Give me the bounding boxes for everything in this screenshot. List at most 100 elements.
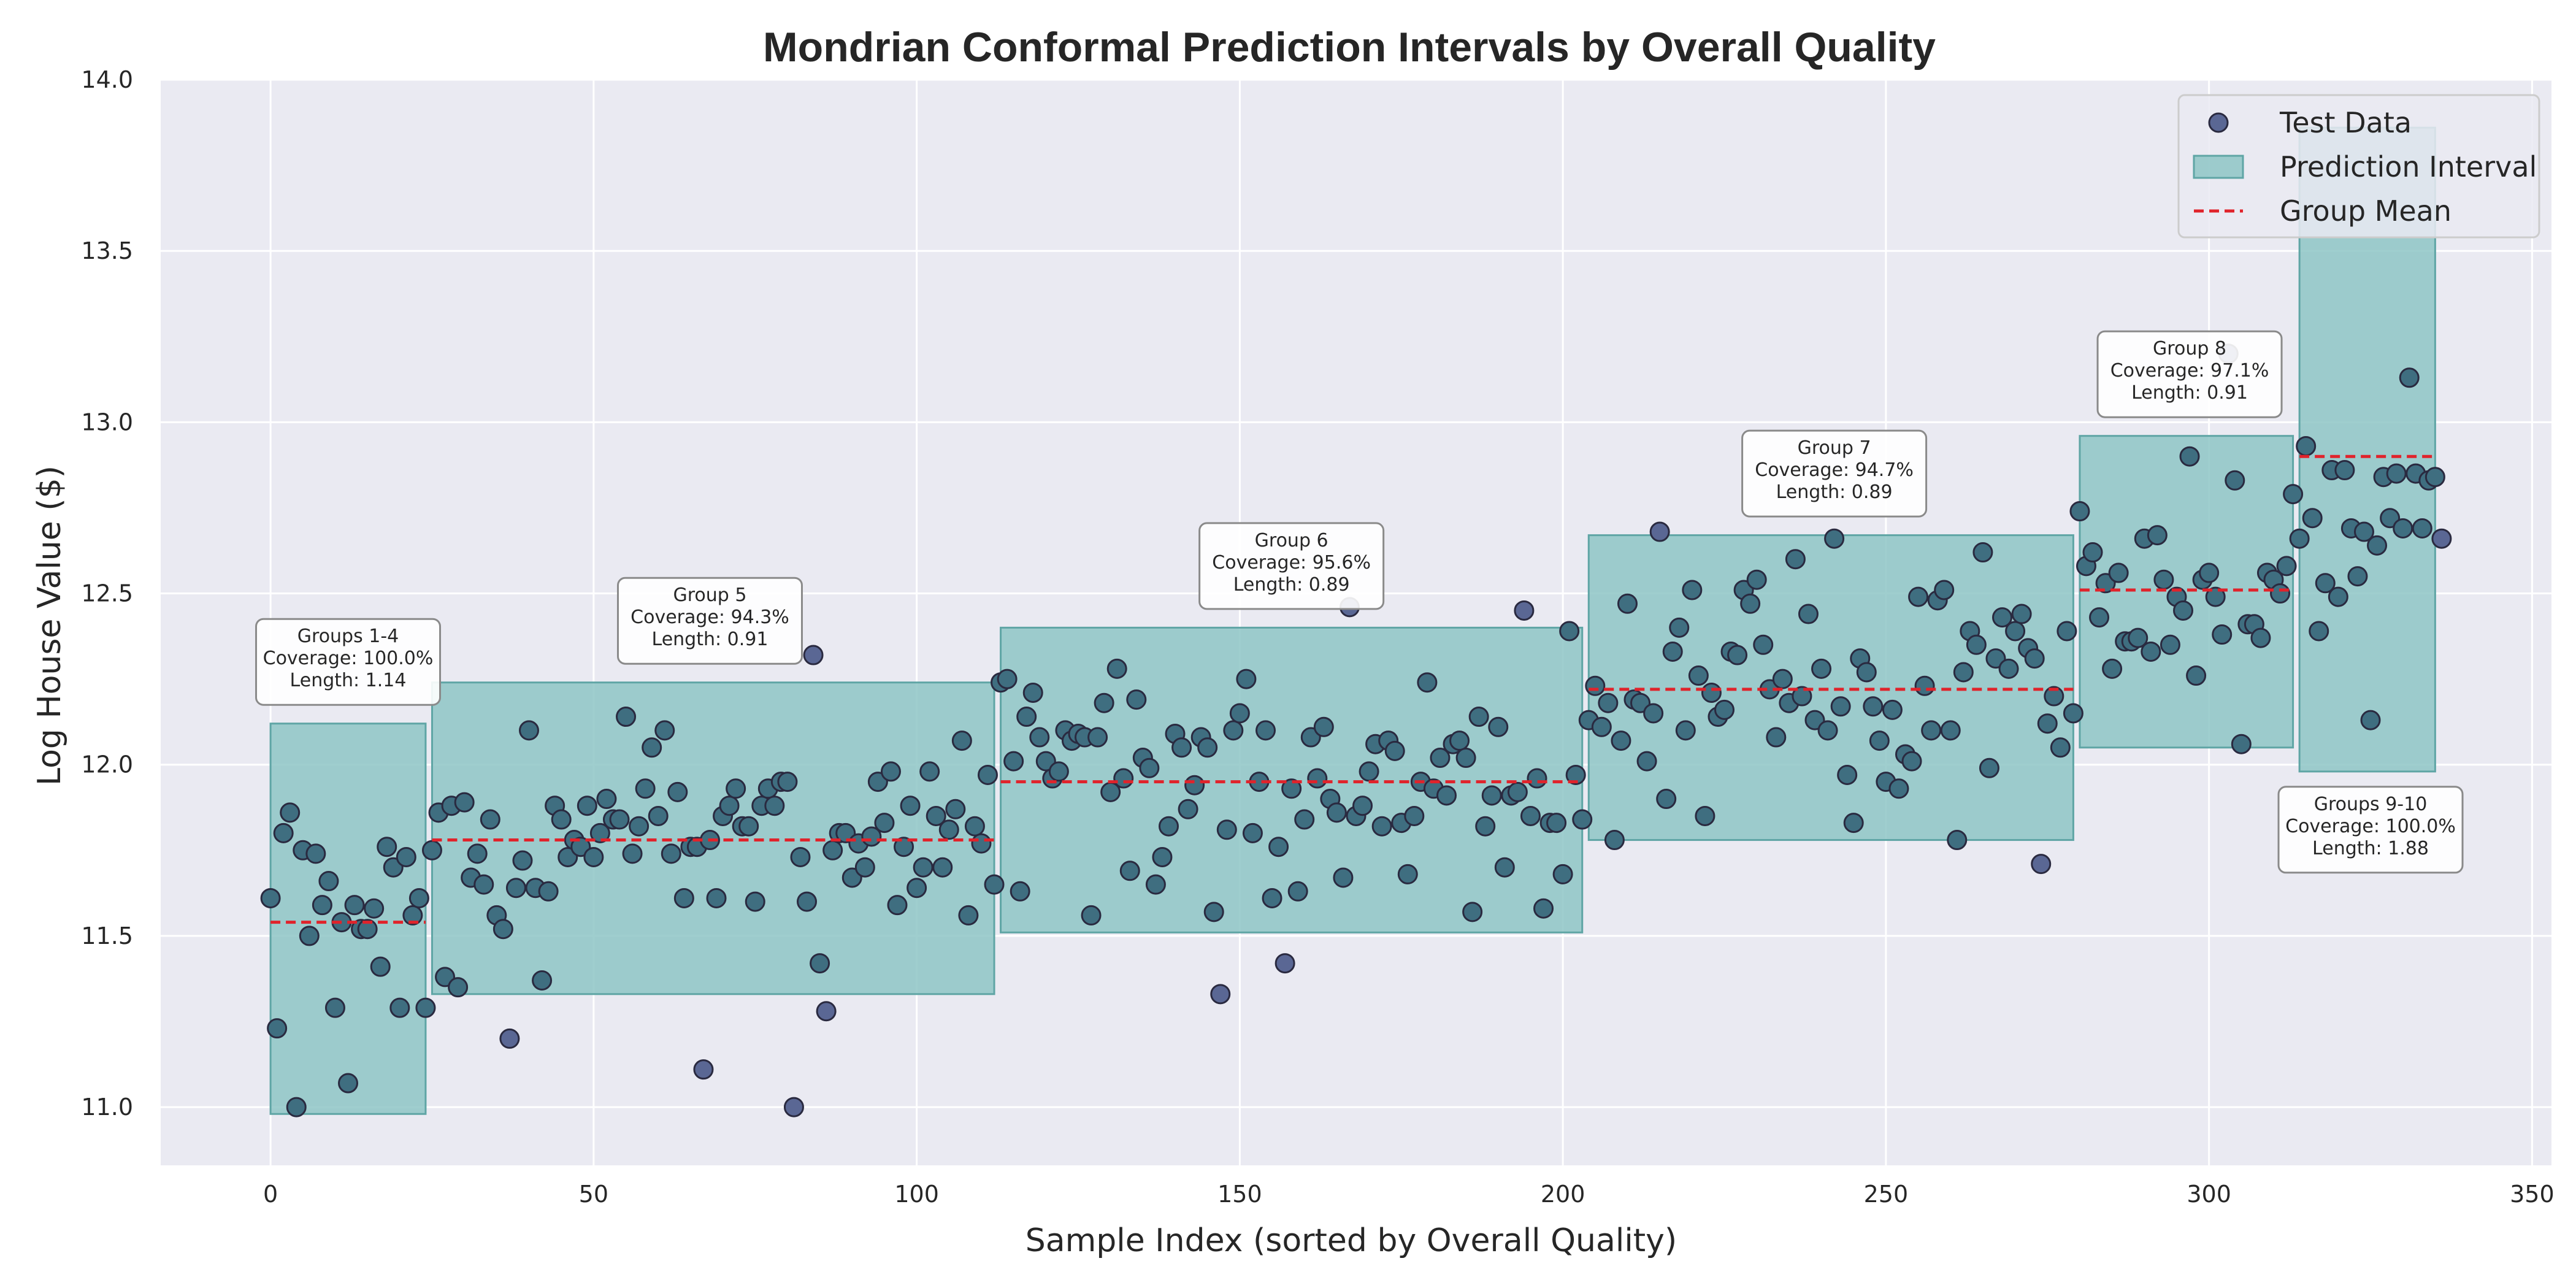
test-data-point [790,846,811,867]
annotation-line: Coverage: 100.0% [263,648,434,669]
test-data-point [926,805,946,826]
test-data-point [1242,822,1263,843]
test-data-point [1817,720,1838,741]
test-data-point [2031,854,2052,875]
test-data-point [1546,813,1567,834]
test-data-point [783,1097,804,1117]
test-data-point [583,846,604,867]
test-data-point [1216,819,1237,840]
test-data-point [1824,528,1845,549]
test-data-point [1255,720,1276,741]
test-data-point [816,1001,837,1022]
test-data-point [389,997,410,1018]
test-data-point [2425,467,2445,488]
test-data-point [810,953,830,974]
test-data-point [1307,768,1328,789]
test-data-point [1746,569,1767,590]
test-data-point [635,778,656,799]
annotation-line: Coverage: 97.1% [2110,360,2269,381]
test-data-point [997,669,1018,689]
test-data-point [1003,751,1024,772]
test-data-point [370,956,391,977]
test-data-point [1656,789,1677,810]
test-data-point [1313,716,1334,737]
y-tick-label: 12.0 [81,751,133,778]
test-data-point [2050,737,2071,758]
test-data-point [1682,580,1703,600]
test-data-point [919,761,940,782]
test-data-point [1921,720,1942,741]
annotation-line: Group 6 [1255,530,1328,551]
test-data-point [874,813,895,834]
test-data-point [1119,861,1140,881]
test-data-point [887,895,908,916]
test-data-point [1675,720,1696,741]
test-data-point [1998,658,2019,679]
test-data-point [2212,624,2233,645]
test-data-point [1792,686,1812,707]
annotation-line: Coverage: 94.7% [1755,459,1914,481]
test-data-point [1565,764,1586,785]
test-data-point [2037,713,2058,734]
annotation-line: Length: 0.89 [1233,574,1350,596]
test-data-point [1953,662,1974,683]
test-data-point [1901,751,1922,772]
test-data-point [1384,740,1405,761]
test-data-point [1397,864,1418,884]
test-data-point [280,802,301,823]
test-data-point [2360,710,2381,730]
y-tick-label: 14.0 [81,66,133,93]
test-data-point [1669,617,1690,638]
test-data-point [2347,566,2368,587]
y-axis-label: Log House Value ($) [31,466,68,786]
test-data-point [2250,627,2271,648]
test-data-point [305,843,326,864]
test-data-point [1268,837,1289,857]
x-tick-label: 100 [894,1181,939,1208]
x-tick-label: 150 [1217,1181,1262,1208]
test-data-point [1417,672,1438,693]
annotation-line: Length: 1.88 [2312,838,2429,859]
annotation-box [616,577,803,665]
test-data-point [1533,898,1554,919]
test-data-point [2283,484,2304,505]
test-data-point [1371,816,1392,837]
test-data-point [318,871,339,892]
test-data-point [609,809,630,830]
test-data-point [377,837,397,857]
annotation-line: Coverage: 95.6% [1212,552,1371,573]
test-data-point [2160,634,2180,655]
test-data-point [1087,727,1108,748]
test-data-point [1287,881,1308,902]
test-data-point [907,878,927,899]
test-data-point [745,891,765,912]
test-data-point [1455,748,1476,769]
test-data-point [822,840,843,861]
test-data-point [312,895,332,916]
test-data-point [267,1018,288,1039]
test-data-point [1139,757,1160,778]
test-data-point [1152,846,1173,867]
test-data-point [1436,785,1457,806]
y-tick-label: 11.5 [81,922,133,949]
test-data-point [2399,367,2420,388]
test-data-point [1934,580,1955,600]
legend-frame [2177,94,2540,239]
test-data-point [357,919,378,940]
annotation-box [2277,786,2464,874]
test-data-point [719,795,740,816]
test-data-point [1688,665,1709,686]
test-data-point [1449,730,1470,751]
test-data-point [1145,874,1166,895]
annotation-line: Group 7 [1798,437,1871,459]
test-data-point [971,833,992,854]
test-data-point [493,919,513,940]
axis-ticks: 0 50 100 150 200 250 300 350 11.0 11.5 12.0 12.5 13.… [81,66,2554,1208]
test-data-point [693,1059,714,1080]
test-data-point [473,874,494,895]
test-data-point [1275,953,1295,974]
group-mean-lines [270,454,2436,924]
